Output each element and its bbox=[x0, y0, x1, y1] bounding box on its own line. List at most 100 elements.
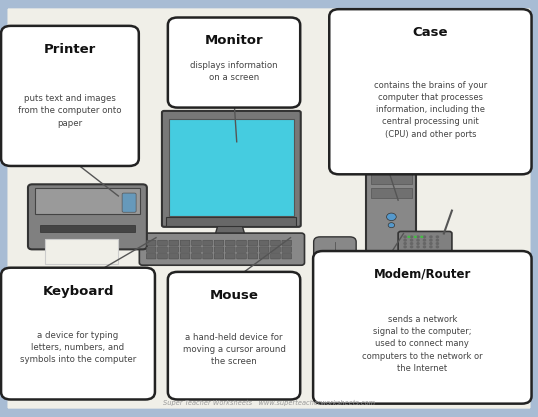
FancyBboxPatch shape bbox=[282, 254, 292, 259]
Text: Keyboard: Keyboard bbox=[43, 284, 114, 298]
FancyBboxPatch shape bbox=[169, 240, 179, 246]
FancyBboxPatch shape bbox=[248, 254, 258, 259]
FancyBboxPatch shape bbox=[28, 184, 147, 249]
Circle shape bbox=[414, 236, 417, 238]
FancyBboxPatch shape bbox=[282, 247, 292, 252]
FancyBboxPatch shape bbox=[40, 225, 135, 232]
FancyBboxPatch shape bbox=[158, 254, 167, 259]
FancyBboxPatch shape bbox=[314, 237, 356, 266]
FancyBboxPatch shape bbox=[271, 254, 280, 259]
FancyBboxPatch shape bbox=[166, 217, 296, 226]
FancyBboxPatch shape bbox=[371, 174, 412, 184]
FancyBboxPatch shape bbox=[214, 247, 224, 252]
FancyBboxPatch shape bbox=[168, 18, 300, 108]
Circle shape bbox=[430, 236, 432, 238]
FancyBboxPatch shape bbox=[1, 26, 139, 166]
Circle shape bbox=[423, 236, 426, 238]
FancyBboxPatch shape bbox=[146, 254, 156, 259]
FancyBboxPatch shape bbox=[5, 6, 533, 411]
FancyBboxPatch shape bbox=[329, 9, 532, 174]
FancyBboxPatch shape bbox=[162, 111, 301, 227]
Circle shape bbox=[436, 243, 438, 244]
FancyBboxPatch shape bbox=[214, 254, 224, 259]
FancyBboxPatch shape bbox=[122, 193, 136, 212]
FancyBboxPatch shape bbox=[169, 254, 179, 259]
Text: Super Teacher Worksheets   www.superteacherworksheets.com: Super Teacher Worksheets www.superteache… bbox=[163, 400, 375, 406]
Circle shape bbox=[423, 239, 426, 241]
Circle shape bbox=[436, 236, 438, 238]
FancyBboxPatch shape bbox=[158, 240, 167, 246]
Circle shape bbox=[423, 246, 426, 248]
Text: Monitor: Monitor bbox=[205, 34, 263, 48]
Circle shape bbox=[386, 213, 396, 221]
Circle shape bbox=[404, 236, 406, 238]
FancyBboxPatch shape bbox=[203, 254, 213, 259]
FancyBboxPatch shape bbox=[200, 241, 258, 254]
Text: contains the brains of your
computer that processes
information, including the
c: contains the brains of your computer tha… bbox=[374, 81, 487, 138]
Circle shape bbox=[410, 239, 413, 241]
Circle shape bbox=[388, 223, 395, 228]
FancyBboxPatch shape bbox=[271, 247, 280, 252]
FancyBboxPatch shape bbox=[282, 240, 292, 246]
FancyBboxPatch shape bbox=[203, 240, 213, 246]
FancyBboxPatch shape bbox=[248, 240, 258, 246]
Circle shape bbox=[430, 246, 432, 248]
Text: Case: Case bbox=[413, 26, 448, 39]
Circle shape bbox=[417, 239, 419, 241]
Circle shape bbox=[436, 239, 438, 241]
FancyBboxPatch shape bbox=[180, 240, 190, 246]
FancyBboxPatch shape bbox=[180, 247, 190, 252]
FancyBboxPatch shape bbox=[169, 247, 179, 252]
Circle shape bbox=[430, 243, 432, 244]
Text: Mouse: Mouse bbox=[210, 289, 258, 302]
FancyBboxPatch shape bbox=[1, 268, 155, 399]
Circle shape bbox=[430, 239, 432, 241]
FancyBboxPatch shape bbox=[214, 240, 224, 246]
FancyBboxPatch shape bbox=[237, 247, 246, 252]
Circle shape bbox=[407, 236, 410, 238]
FancyBboxPatch shape bbox=[45, 239, 118, 264]
FancyBboxPatch shape bbox=[370, 126, 413, 159]
Circle shape bbox=[404, 243, 406, 244]
FancyBboxPatch shape bbox=[146, 240, 156, 246]
Text: Modem/Router: Modem/Router bbox=[374, 268, 471, 281]
FancyBboxPatch shape bbox=[259, 247, 269, 252]
FancyBboxPatch shape bbox=[398, 231, 452, 252]
Text: displays information
on a screen: displays information on a screen bbox=[190, 61, 278, 82]
FancyBboxPatch shape bbox=[313, 251, 532, 404]
Circle shape bbox=[420, 236, 423, 238]
Circle shape bbox=[410, 243, 413, 244]
FancyBboxPatch shape bbox=[248, 247, 258, 252]
FancyBboxPatch shape bbox=[203, 247, 213, 252]
Polygon shape bbox=[213, 225, 247, 244]
Circle shape bbox=[423, 243, 426, 244]
FancyBboxPatch shape bbox=[139, 233, 305, 265]
Circle shape bbox=[436, 246, 438, 248]
Circle shape bbox=[417, 243, 419, 244]
FancyBboxPatch shape bbox=[192, 247, 201, 252]
Text: puts text and images
from the computer onto
paper: puts text and images from the computer o… bbox=[18, 94, 122, 128]
FancyBboxPatch shape bbox=[192, 240, 201, 246]
FancyBboxPatch shape bbox=[146, 247, 156, 252]
FancyBboxPatch shape bbox=[168, 272, 300, 399]
FancyBboxPatch shape bbox=[169, 119, 294, 216]
FancyBboxPatch shape bbox=[225, 254, 235, 259]
Text: a hand-held device for
moving a cursor around
the screen: a hand-held device for moving a cursor a… bbox=[182, 332, 286, 366]
FancyBboxPatch shape bbox=[237, 240, 246, 246]
FancyBboxPatch shape bbox=[259, 254, 269, 259]
Circle shape bbox=[417, 236, 419, 238]
FancyBboxPatch shape bbox=[366, 123, 416, 260]
FancyBboxPatch shape bbox=[225, 247, 235, 252]
FancyBboxPatch shape bbox=[192, 254, 201, 259]
Text: Printer: Printer bbox=[44, 43, 96, 56]
Circle shape bbox=[404, 239, 406, 241]
Circle shape bbox=[417, 246, 419, 248]
Circle shape bbox=[404, 246, 406, 248]
Text: a device for typing
letters, numbers, and
symbols into the computer: a device for typing letters, numbers, an… bbox=[20, 331, 136, 364]
Circle shape bbox=[410, 246, 413, 248]
Polygon shape bbox=[35, 188, 140, 214]
FancyBboxPatch shape bbox=[158, 247, 167, 252]
FancyBboxPatch shape bbox=[237, 254, 246, 259]
Circle shape bbox=[410, 236, 413, 238]
Text: sends a network
signal to the computer;
used to connect many
computers to the ne: sends a network signal to the computer; … bbox=[362, 315, 483, 373]
